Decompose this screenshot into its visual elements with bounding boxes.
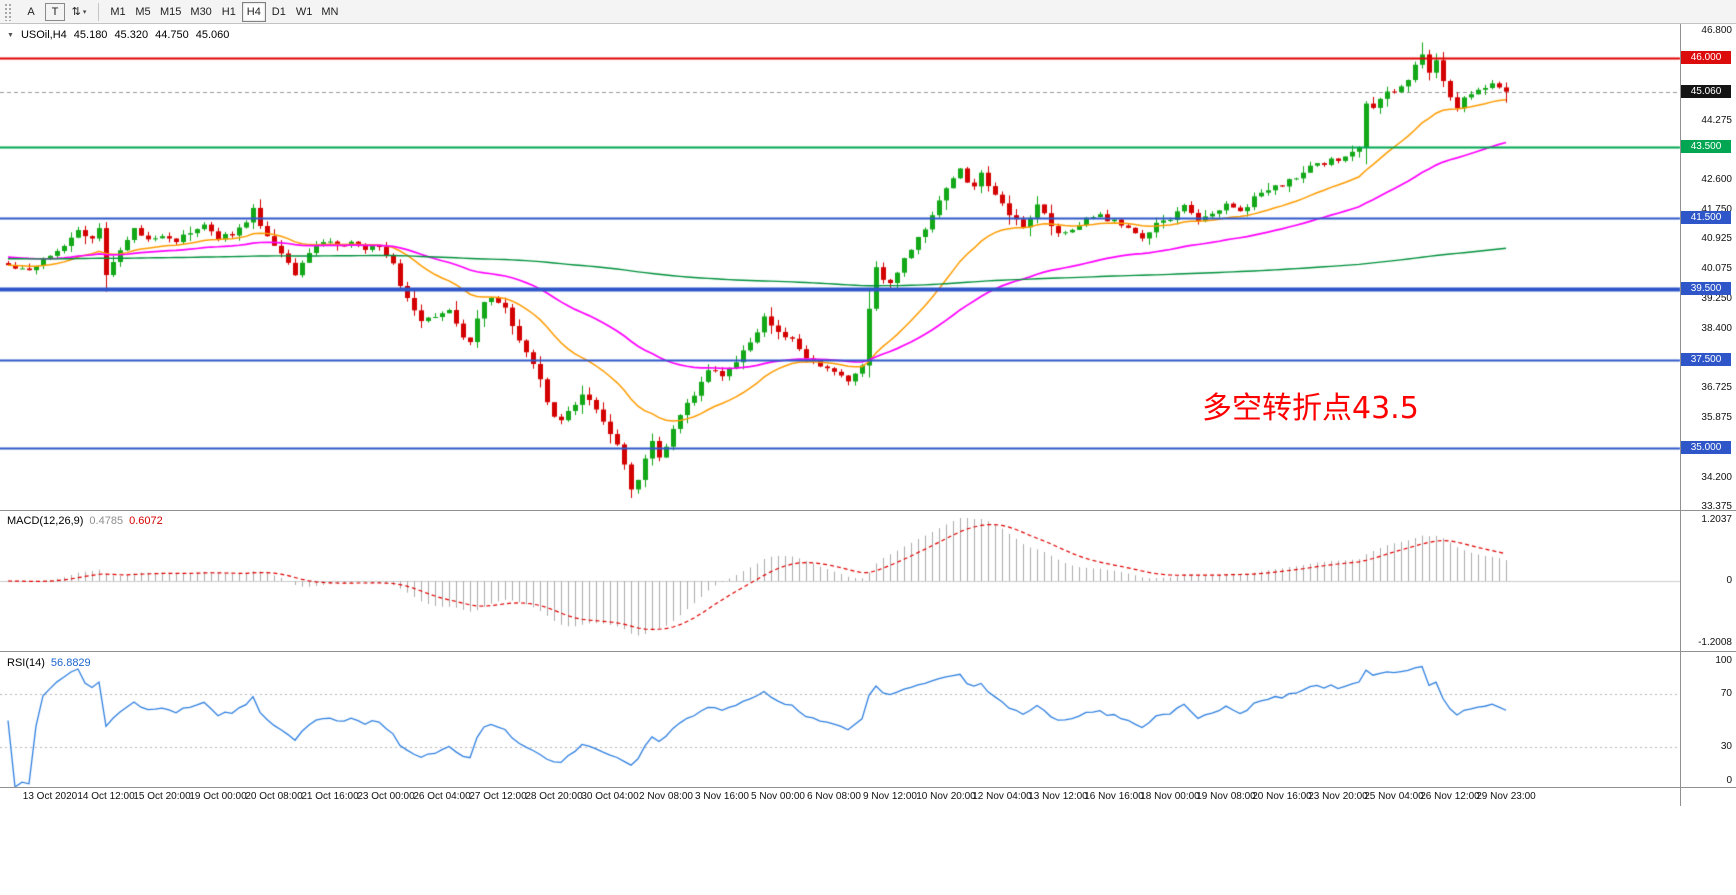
price-tick-label: 44.275: [1701, 114, 1732, 126]
updown-arrows-icon: ⇅: [71, 6, 81, 18]
price-level-badge: 45.060: [1681, 84, 1731, 98]
timeframe-m30-button[interactable]: M30: [186, 2, 215, 22]
timeframe-button-group: M1 M5 M15 M30 H1 H4 D1 W1 MN: [106, 1, 342, 22]
timeframe-h1-button[interactable]: H1: [217, 2, 241, 22]
panel-splitter[interactable]: [0, 510, 1736, 511]
price-axis[interactable]: 46.800 44.275 42.600 41.750 40.925 40.075 39.2…: [1681, 24, 1736, 806]
rsi-name: RSI(14): [7, 657, 45, 669]
time-tick-label: 26 Nov 12:00: [1420, 791, 1480, 802]
macd-name: MACD(12,26,9): [7, 515, 84, 527]
price-level-badge: 37.500: [1681, 352, 1731, 366]
time-tick-label: 30 Oct 04:00: [581, 791, 639, 802]
price-tick-label: 40.925: [1701, 233, 1732, 245]
price-tick-label: 41.750: [1701, 204, 1732, 216]
time-tick-label: 21 Oct 16:00: [301, 791, 359, 802]
price-tick-label: 40.075: [1701, 263, 1732, 275]
time-tick-label: 20 Oct 08:00: [245, 791, 303, 802]
toolbar-drag-handle[interactable]: [4, 2, 13, 21]
time-tick-label: 23 Nov 20:00: [1308, 791, 1368, 802]
price-level-badge: 43.500: [1681, 140, 1731, 153]
ohlc-low-value: 44.750: [155, 29, 189, 41]
time-tick-label: 2 Nov 08:00: [639, 791, 693, 802]
time-tick-label: 12 Nov 04:00: [972, 791, 1032, 802]
panel-splitter[interactable]: [0, 787, 1736, 788]
time-tick-label: 25 Nov 04:00: [1364, 791, 1424, 802]
price-tick-label: 39.250: [1701, 292, 1732, 304]
price-level-badge: 39.500: [1681, 281, 1731, 295]
price-tick-label: 34.200: [1701, 471, 1732, 483]
macd-axis-label: 1.2037: [1701, 514, 1732, 525]
time-tick-label: 16 Nov 16:00: [1084, 791, 1144, 802]
toolbar: A T ⇅ ▾ M1 M5 M15 M30 H1 H4 D1 W1 MN: [0, 0, 1736, 24]
macd-signal-value: 0.6072: [129, 515, 163, 527]
price-tick-label: 33.375: [1701, 501, 1732, 512]
time-tick-label: 28 Oct 20:00: [525, 791, 583, 802]
time-tick-label: 14 Oct 12:00: [77, 791, 135, 802]
timeframe-m15-button[interactable]: M15: [156, 2, 185, 22]
time-tick-label: 26 Oct 04:00: [413, 791, 471, 802]
price-level-badge: 35.000: [1681, 441, 1731, 455]
ohlc-close-value: 45.060: [195, 29, 230, 41]
macd-axis-label: 0: [1726, 575, 1732, 586]
chart-header: ▼ USOil,H4 45.180 45.320 44.750 45.060: [7, 29, 229, 41]
time-tick-label: 3 Nov 16:00: [695, 791, 749, 802]
time-tick-label: 27 Oct 12:00: [469, 791, 527, 802]
time-axis[interactable]: 13 Oct 2020 14 Oct 12:00 15 Oct 20:00 19 Oc…: [0, 789, 1680, 805]
time-tick-label: 15 Oct 20:00: [133, 791, 191, 802]
panel-splitter[interactable]: [0, 651, 1736, 652]
timeframe-d1-button[interactable]: D1: [267, 2, 291, 22]
time-tick-label: 13 Oct 2020: [22, 791, 78, 802]
price-level-badge: 41.500: [1681, 210, 1731, 224]
toolbar-separator: [98, 2, 99, 21]
price-axis-border: [1680, 24, 1681, 806]
price-level-badge: 46.000: [1681, 51, 1731, 65]
rsi-indicator-label: RSI(14) 56.8829: [7, 657, 91, 669]
chart-annotation-text: 多空转折点43.5: [1202, 391, 1419, 426]
dropdown-caret-icon: ▾: [82, 8, 87, 16]
timeframe-mn-button[interactable]: MN: [317, 2, 342, 22]
macd-axis-label: -1.2008: [1698, 637, 1732, 648]
time-tick-label: 5 Nov 00:00: [751, 791, 805, 802]
time-tick-label: 10 Nov 20:00: [916, 791, 976, 802]
price-tick-label: 35.875: [1701, 412, 1732, 424]
time-tick-label: 18 Nov 00:00: [1140, 791, 1200, 802]
macd-main-value: 0.4785: [89, 515, 124, 527]
rsi-axis-label: 70: [1720, 687, 1732, 699]
time-tick-label: 29 Nov 23:00: [1476, 791, 1536, 802]
ohlc-high-value: 45.320: [114, 29, 149, 41]
price-tick-label: 38.400: [1701, 322, 1732, 334]
arrow-text-tool-button[interactable]: A: [19, 2, 43, 22]
timeframe-w1-button[interactable]: W1: [292, 2, 317, 22]
scale-tool-button[interactable]: ⇅ ▾: [67, 2, 91, 22]
price-tick-label: 46.800: [1701, 25, 1732, 36]
rsi-axis-label: 0: [1726, 775, 1732, 786]
text-tool-button[interactable]: T: [45, 2, 65, 21]
price-tick-label: 42.600: [1701, 173, 1732, 185]
timeframe-m1-button[interactable]: M1: [106, 2, 130, 22]
time-tick-label: 20 Nov 16:00: [1252, 791, 1312, 802]
time-tick-label: 6 Nov 08:00: [807, 791, 861, 802]
rsi-axis-label: 30: [1720, 741, 1732, 753]
timeframe-m5-button[interactable]: M5: [131, 2, 155, 22]
symbol-timeframe-label: USOil,H4: [20, 29, 67, 41]
ohlc-open-value: 45.180: [73, 29, 108, 41]
collapse-marker-icon[interactable]: ▼: [7, 31, 14, 39]
time-tick-label: 9 Nov 12:00: [863, 791, 917, 802]
macd-indicator-label: MACD(12,26,9) 0.4785 0.6072: [7, 515, 163, 527]
price-tick-label: 36.725: [1701, 382, 1732, 394]
time-tick-label: 19 Nov 08:00: [1196, 791, 1256, 802]
time-tick-label: 23 Oct 00:00: [357, 791, 415, 802]
time-tick-label: 19 Oct 00:00: [189, 791, 247, 802]
timeframe-h4-button[interactable]: H4: [241, 1, 266, 22]
time-tick-label: 13 Nov 12:00: [1028, 791, 1088, 802]
rsi-value: 56.8829: [50, 657, 91, 669]
rsi-axis-label: 100: [1715, 655, 1732, 666]
